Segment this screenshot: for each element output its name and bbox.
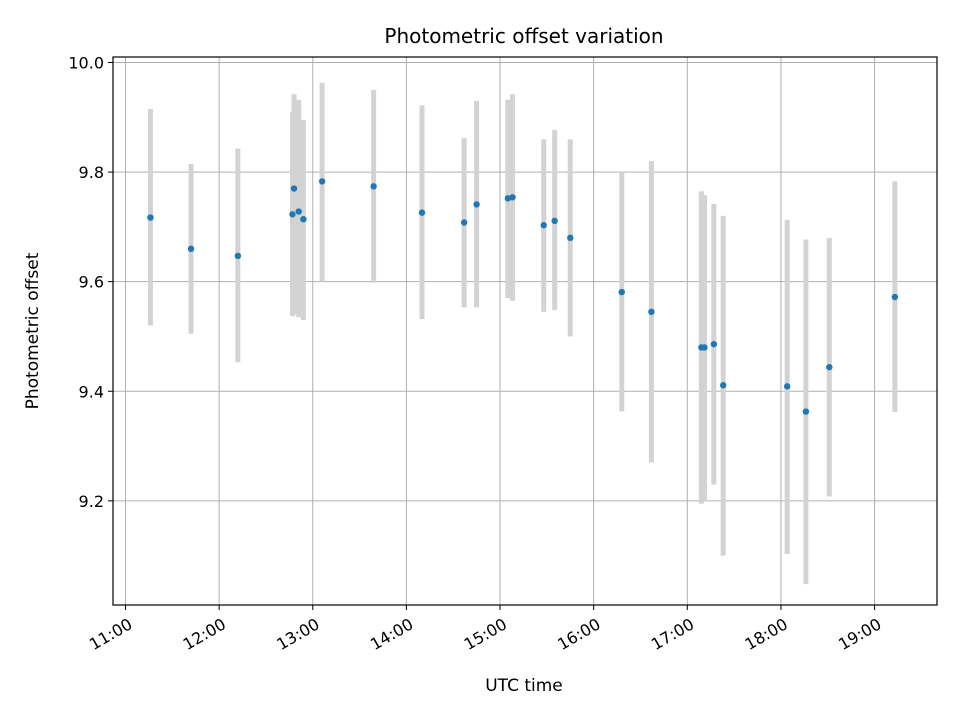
data-point [891,293,899,301]
y-axis-label: Photometric offset [23,252,43,409]
data-points [147,178,899,415]
grid-lines [113,57,937,605]
y-tick-label: 9.6 [79,273,104,292]
data-point [187,245,195,252]
data-point [460,219,468,226]
data-point [701,344,708,351]
data-point [567,234,574,242]
data-point [289,211,296,218]
y-tick-label: 10.0 [68,53,104,72]
y-tick-label: 9.2 [79,492,104,511]
data-point [234,252,242,260]
data-point [783,383,791,390]
data-point [290,185,298,192]
y-axis-ticks: 9.2 9.4 9.6 9.8 10.0 [68,53,113,511]
plot-frame [112,56,938,606]
data-point [295,208,302,215]
chart-title: Photometric offset variation [384,24,663,48]
data-point [473,201,480,208]
data-point [551,217,558,225]
data-point [147,214,154,221]
data-point [618,288,625,296]
data-point [370,183,377,190]
data-point [719,382,727,389]
data-point [802,408,810,415]
y-tick-label: 9.4 [79,382,104,401]
data-point [509,194,516,201]
x-axis-label: UTC time [485,676,563,696]
data-point [418,209,426,216]
data-point [826,363,833,371]
data-point [710,340,718,348]
data-point [318,178,326,185]
y-tick-label: 9.8 [79,163,104,182]
data-point [648,308,655,316]
data-point [300,216,307,223]
data-point [540,222,547,229]
